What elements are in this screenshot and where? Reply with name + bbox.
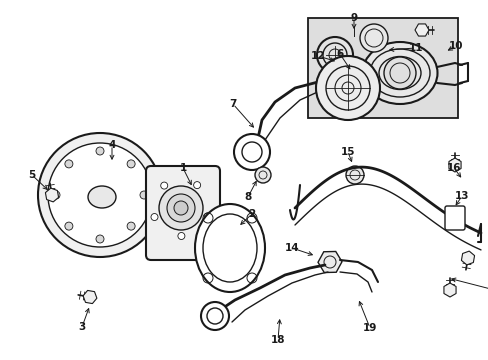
Bar	[307, 18, 457, 118]
Circle shape	[65, 160, 73, 168]
Circle shape	[52, 191, 60, 199]
Text: 2: 2	[248, 209, 255, 219]
Text: 9: 9	[350, 13, 357, 23]
Circle shape	[204, 213, 211, 220]
Circle shape	[383, 57, 415, 89]
Circle shape	[359, 24, 387, 52]
Text: 4: 4	[108, 140, 116, 150]
Circle shape	[48, 143, 152, 247]
Text: 6: 6	[336, 49, 343, 59]
Circle shape	[96, 235, 104, 243]
FancyBboxPatch shape	[146, 166, 220, 260]
Text: 16: 16	[446, 163, 460, 173]
Text: 14: 14	[284, 243, 299, 253]
Circle shape	[167, 194, 195, 222]
Text: 18: 18	[270, 335, 285, 345]
Circle shape	[174, 201, 187, 215]
Circle shape	[316, 37, 352, 73]
Circle shape	[178, 233, 184, 239]
Text: 11: 11	[408, 43, 423, 53]
Circle shape	[254, 167, 270, 183]
Text: 12: 12	[310, 51, 325, 61]
Ellipse shape	[195, 204, 264, 292]
Circle shape	[161, 182, 167, 189]
Circle shape	[346, 166, 363, 184]
Circle shape	[127, 160, 135, 168]
Ellipse shape	[88, 186, 116, 208]
Text: 5: 5	[28, 170, 36, 180]
Text: 1: 1	[179, 163, 186, 173]
Text: 10: 10	[448, 41, 462, 51]
Circle shape	[127, 222, 135, 230]
Circle shape	[193, 181, 200, 189]
Text: 8: 8	[244, 192, 251, 202]
Circle shape	[96, 147, 104, 155]
Circle shape	[151, 213, 158, 221]
Circle shape	[140, 191, 148, 199]
Circle shape	[159, 186, 203, 230]
Text: 13: 13	[454, 191, 468, 201]
FancyBboxPatch shape	[444, 206, 464, 230]
Text: 15: 15	[340, 147, 354, 157]
Circle shape	[201, 302, 228, 330]
Ellipse shape	[362, 42, 437, 104]
Circle shape	[65, 222, 73, 230]
Text: 19: 19	[362, 323, 376, 333]
Circle shape	[234, 134, 269, 170]
Text: 7: 7	[229, 99, 236, 109]
Circle shape	[38, 133, 162, 257]
Circle shape	[315, 56, 379, 120]
Text: 3: 3	[78, 322, 85, 332]
